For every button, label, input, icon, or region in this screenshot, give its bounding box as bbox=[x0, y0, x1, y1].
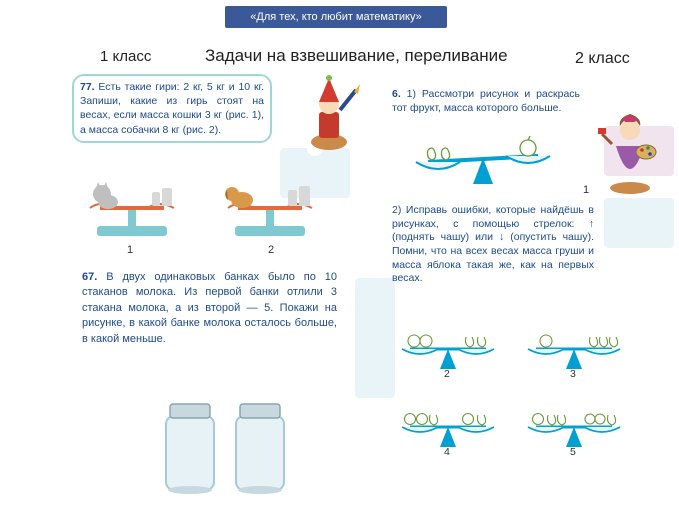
problem-6-text1: 1) Рассмотри рисунок и раскрась тот фрук… bbox=[392, 88, 580, 114]
balance-5-label: 5 bbox=[570, 446, 576, 458]
painter-illustration bbox=[598, 96, 662, 196]
problem-77: 77. Есть такие гири: 2 кг, 5 кг и 10 кг.… bbox=[72, 74, 272, 143]
scale-1-label: 1 bbox=[127, 244, 133, 256]
balance-3-label: 3 bbox=[570, 368, 576, 380]
series-banner: «Для тех, кто любит математику» bbox=[225, 6, 447, 28]
scale-2-label: 2 bbox=[268, 244, 274, 256]
balance-2-label: 2 bbox=[444, 368, 450, 380]
balance-scale-1 bbox=[408, 128, 558, 188]
problem-6-num: 6. bbox=[392, 88, 401, 100]
problem-6-part2: 2) Исправь ошибки, которые най­дёшь в ри… bbox=[392, 204, 594, 286]
puzzle-deco bbox=[355, 278, 395, 398]
jars-illustration bbox=[160, 398, 360, 498]
grade-1-label: 1 класс bbox=[100, 48, 151, 65]
problem-6-part1: 6. 1) Рассмотри рисунок и раскрась тот ф… bbox=[392, 88, 580, 115]
problem-77-text: Есть такие гири: 2 кг, 5 кг и 10 кг. Зап… bbox=[80, 81, 264, 136]
problem-67-num: 67. bbox=[82, 271, 97, 283]
problem-67: 67. В двух одинаковых банках было по 10 … bbox=[82, 270, 337, 347]
page-title: Задачи на взвешивание, переливание bbox=[205, 46, 508, 66]
scales-illustration-row: 1 2 bbox=[72, 160, 342, 240]
gnome-illustration bbox=[294, 72, 364, 154]
problem-67-text: В двух одинаковых банках было по 10 стак… bbox=[82, 271, 337, 345]
problem-77-num: 77. bbox=[80, 81, 95, 93]
balance-1-label: 1 bbox=[583, 184, 589, 196]
balance-4-label: 4 bbox=[444, 446, 450, 458]
puzzle-deco bbox=[604, 198, 674, 248]
grade-2-label: 2 класс bbox=[575, 50, 630, 68]
